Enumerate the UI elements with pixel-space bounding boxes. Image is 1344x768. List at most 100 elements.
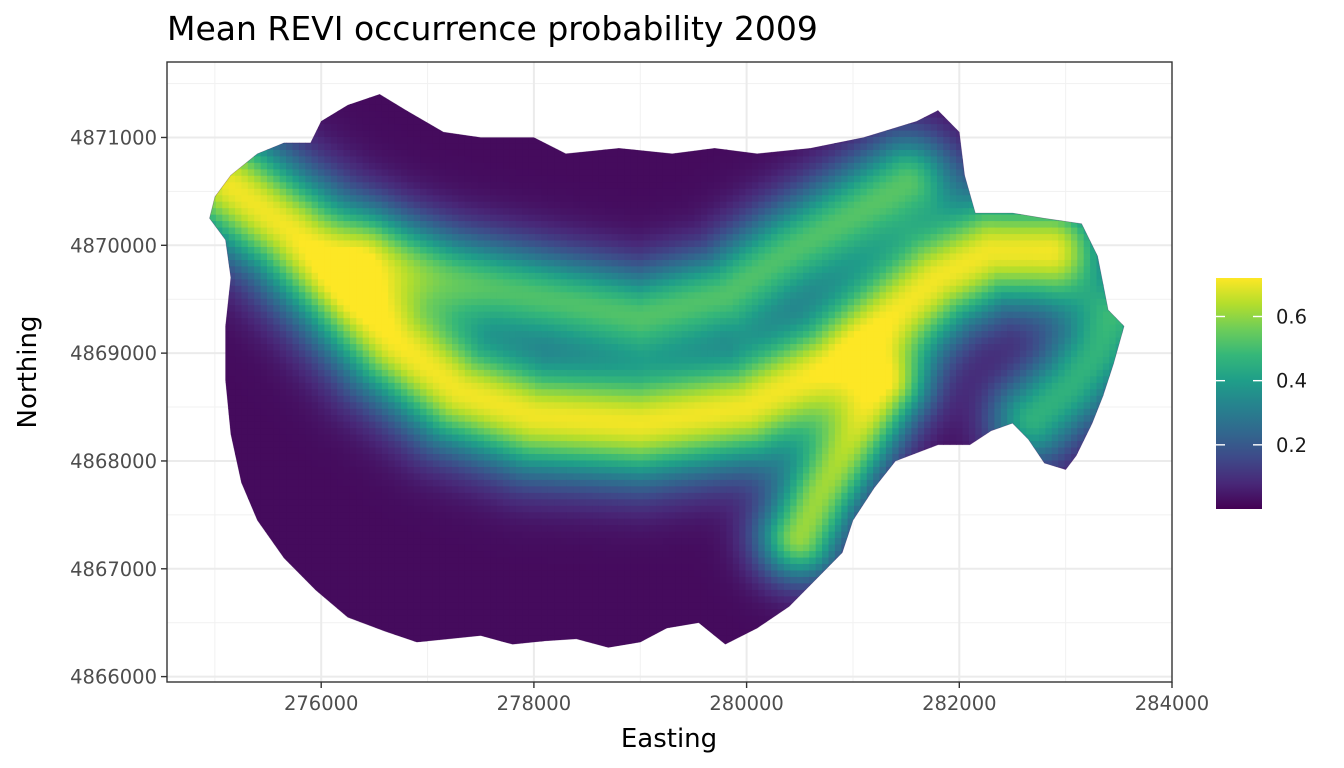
raster-cell bbox=[547, 628, 555, 636]
raster-cell bbox=[566, 401, 574, 409]
raster-cell bbox=[477, 608, 485, 616]
raster-cell bbox=[464, 492, 472, 500]
raster-cell bbox=[369, 227, 377, 235]
raster-cell bbox=[426, 595, 434, 603]
raster-cell bbox=[318, 214, 325, 222]
raster-cell bbox=[375, 569, 383, 577]
raster-cell bbox=[369, 556, 377, 564]
raster-cell bbox=[439, 278, 447, 286]
raster-cell bbox=[375, 214, 383, 222]
raster-cell bbox=[273, 492, 281, 500]
raster-cell bbox=[464, 498, 472, 506]
raster-cell bbox=[356, 311, 364, 319]
raster-cell bbox=[509, 265, 517, 273]
raster-cell bbox=[413, 188, 421, 196]
raster-cell bbox=[407, 252, 415, 260]
raster-cell bbox=[471, 194, 479, 202]
raster-cell bbox=[292, 349, 300, 357]
raster-cell bbox=[471, 233, 479, 241]
raster-cell bbox=[515, 492, 523, 500]
raster-cell bbox=[503, 427, 511, 435]
raster-cell bbox=[458, 531, 466, 539]
raster-cell bbox=[388, 129, 396, 137]
raster-cell bbox=[432, 291, 440, 299]
raster-cell bbox=[260, 356, 268, 364]
raster-cell bbox=[560, 207, 568, 215]
raster-cell bbox=[375, 518, 383, 526]
raster-cell bbox=[420, 595, 428, 603]
raster-cell bbox=[254, 453, 262, 461]
raster-cell bbox=[401, 194, 408, 202]
raster-cell bbox=[337, 505, 345, 513]
raster-cell bbox=[292, 304, 300, 312]
raster-cell bbox=[439, 498, 447, 506]
raster-cell bbox=[573, 421, 581, 429]
raster-cell bbox=[215, 201, 223, 209]
raster-cell bbox=[260, 233, 268, 241]
raster-cell bbox=[330, 324, 338, 332]
raster-cell bbox=[330, 531, 338, 539]
raster-cell bbox=[458, 330, 466, 338]
raster-cell bbox=[228, 272, 236, 280]
raster-cell bbox=[241, 453, 249, 461]
raster-cell bbox=[471, 311, 479, 319]
raster-cell bbox=[279, 252, 287, 260]
raster-cell bbox=[318, 129, 325, 137]
raster-cell bbox=[375, 162, 383, 170]
raster-cell bbox=[267, 259, 274, 267]
raster-cell bbox=[452, 142, 459, 150]
raster-cell bbox=[337, 181, 345, 189]
raster-cell bbox=[388, 104, 396, 112]
raster-cell bbox=[330, 382, 338, 390]
raster-cell bbox=[420, 459, 428, 467]
raster-cell bbox=[452, 356, 459, 364]
raster-cell bbox=[458, 440, 466, 448]
raster-cell bbox=[432, 149, 440, 157]
raster-cell bbox=[286, 498, 294, 506]
raster-cell bbox=[267, 466, 274, 474]
raster-cell bbox=[273, 317, 281, 325]
raster-cell bbox=[247, 356, 255, 364]
raster-cell bbox=[490, 550, 498, 558]
raster-cell bbox=[375, 615, 383, 623]
raster-cell bbox=[228, 330, 236, 338]
raster-cell bbox=[483, 531, 491, 539]
raster-cell bbox=[260, 498, 268, 506]
raster-cell bbox=[298, 349, 306, 357]
raster-cell bbox=[547, 291, 555, 299]
raster-cell bbox=[503, 265, 511, 273]
raster-cell bbox=[247, 421, 255, 429]
raster-cell bbox=[547, 201, 555, 209]
raster-cell bbox=[566, 395, 574, 403]
raster-cell bbox=[235, 311, 243, 319]
raster-cell bbox=[324, 278, 332, 286]
raster-cell bbox=[273, 505, 281, 513]
raster-cell bbox=[477, 414, 485, 422]
raster-cell bbox=[509, 492, 517, 500]
raster-cell bbox=[343, 162, 351, 170]
raster-cell bbox=[375, 181, 383, 189]
raster-cell bbox=[292, 388, 300, 396]
raster-cell bbox=[381, 162, 389, 170]
raster-cell bbox=[343, 317, 351, 325]
raster-cell bbox=[388, 589, 396, 597]
raster-cell bbox=[464, 582, 472, 590]
raster-cell bbox=[547, 537, 555, 545]
raster-cell bbox=[222, 207, 230, 215]
raster-cell bbox=[560, 265, 568, 273]
raster-cell bbox=[273, 252, 281, 260]
raster-cell bbox=[477, 227, 485, 235]
raster-cell bbox=[407, 285, 415, 293]
raster-cell bbox=[330, 162, 338, 170]
raster-cell bbox=[286, 194, 294, 202]
raster-cell bbox=[471, 369, 479, 377]
raster-cell bbox=[515, 349, 523, 357]
raster-cell bbox=[311, 291, 319, 299]
raster-cell bbox=[337, 479, 345, 487]
raster-cell bbox=[483, 453, 491, 461]
raster-cell bbox=[305, 246, 313, 254]
raster-cell bbox=[420, 498, 428, 506]
raster-cell bbox=[311, 252, 319, 260]
raster-cell bbox=[375, 207, 383, 215]
raster-cell bbox=[381, 492, 389, 500]
